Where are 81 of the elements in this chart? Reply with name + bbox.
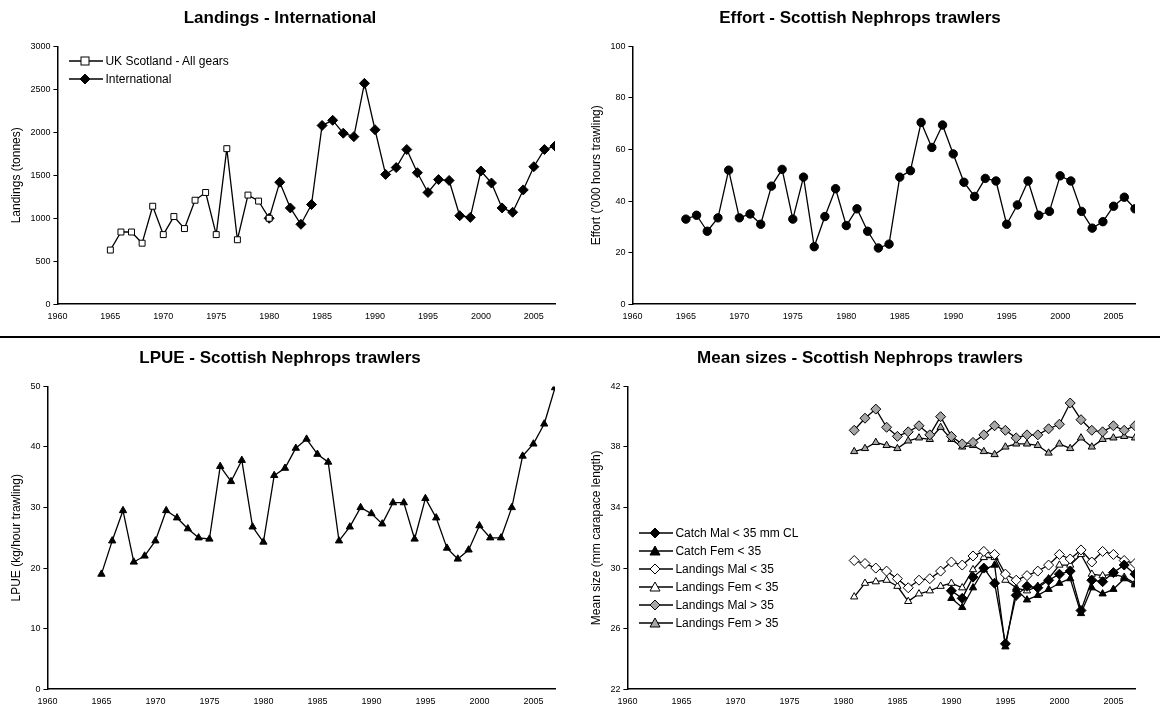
x-tick-label: 1970 [145,696,166,707]
y-tick-label: 40 [615,195,626,206]
y-tick-label: 3000 [30,40,51,51]
x-tick-label: 2000 [1049,696,1070,707]
x-tick-label: 1965 [675,311,696,322]
x-tick-label: 1970 [725,696,746,707]
x-tick-label: 1990 [361,696,382,707]
y-tick-label: 0 [45,298,51,309]
x-tick-label: 1995 [996,311,1017,322]
y-tick-label: 60 [615,144,626,154]
x-tick-label: 1960 [622,311,643,322]
y-tick-label: 1500 [30,169,51,180]
y-tick-label: 0 [35,683,41,694]
x-tick-label: 2005 [1103,696,1124,707]
x-tick-label: 1985 [887,696,908,707]
y-tick-label: 34 [610,502,621,512]
x-tick-label: 1980 [836,311,857,322]
legend-label: Landings Fem > 35 [675,614,779,632]
x-tick-label: 1970 [153,311,174,322]
x-tick-label: 1990 [941,696,962,707]
y-tick-label: 2000 [30,126,51,137]
legend-label: Landings Mal < 35 [675,560,774,578]
y-tick-label: 500 [35,255,51,266]
y-tick-label: 42 [610,380,621,391]
x-tick-label: 1990 [365,311,386,322]
x-tick-label: 1975 [199,696,220,707]
y-tick-label: 22 [610,683,621,694]
y-tick-label: 0 [620,298,626,309]
x-tick-label: 2000 [469,696,490,707]
x-tick-label: 1975 [206,311,227,322]
legend-label: Landings Fem < 35 [675,578,779,596]
chart-title: Mean sizes - Scottish Nephrops trawlers [697,347,1023,367]
legend-label: Catch Fem < 35 [675,542,762,560]
x-tick-label: 1995 [417,311,438,322]
y-tick-label: 30 [30,502,41,512]
y-tick-label: 100 [610,40,626,51]
x-tick-label: 1985 [312,311,333,322]
x-tick-label: 1960 [47,311,68,322]
x-tick-label: 2005 [1103,311,1124,322]
x-tick-label: 1985 [889,311,910,322]
y-tick-label: 40 [30,441,41,452]
x-tick-label: 1965 [100,311,121,322]
y-tick-label: 80 [615,92,626,103]
x-tick-label: 1975 [782,311,803,322]
y-axis-title: LPUE (kg/hour trawling) [8,474,23,602]
x-tick-label: 2005 [523,311,544,322]
y-tick-label: 50 [30,380,41,391]
y-tick-label: 26 [610,623,621,634]
legend-label: Landings Mal > 35 [675,596,774,614]
x-tick-label: 1975 [779,696,800,707]
x-tick-label: 1995 [415,696,436,707]
chart-title: Landings - International [183,7,377,27]
y-tick-label: 30 [610,562,621,573]
y-tick-label: 20 [615,247,626,258]
y-tick-label: 1000 [30,212,51,223]
x-tick-label: 1965 [91,696,112,707]
chart-title: Effort - Scottish Nephrops trawlers [719,7,1001,27]
x-tick-label: 1960 [617,696,638,707]
y-tick-label: 20 [30,562,41,573]
x-tick-label: 1985 [307,696,328,707]
x-tick-label: 2000 [1050,311,1071,322]
chart-title: LPUE - Scottish Nephrops trawlers [139,347,421,367]
x-tick-label: 1995 [995,696,1016,707]
y-tick-label: 2500 [30,83,51,94]
legend-label: Catch Mal < 35 mm CL [675,524,799,542]
x-tick-label: 1970 [729,311,750,322]
y-axis-title: Mean size (mm carapace length) [588,450,603,626]
legend-label: International [105,71,172,89]
legend-label: UK Scotland - All gears [105,53,229,71]
x-tick-label: 1980 [253,696,274,707]
y-tick-label: 10 [30,623,41,634]
x-tick-label: 1960 [37,696,58,707]
y-tick-label: 38 [610,441,621,452]
x-tick-label: 1990 [943,311,964,322]
x-tick-label: 1980 [833,696,854,707]
y-axis-title: Landings (tonnes) [8,127,23,224]
x-tick-label: 1965 [671,696,692,707]
x-tick-label: 2005 [523,696,544,707]
y-axis-title: Effort ('000 hours trawling) [588,105,603,246]
x-tick-label: 2000 [470,311,491,322]
x-tick-label: 1980 [259,311,280,322]
